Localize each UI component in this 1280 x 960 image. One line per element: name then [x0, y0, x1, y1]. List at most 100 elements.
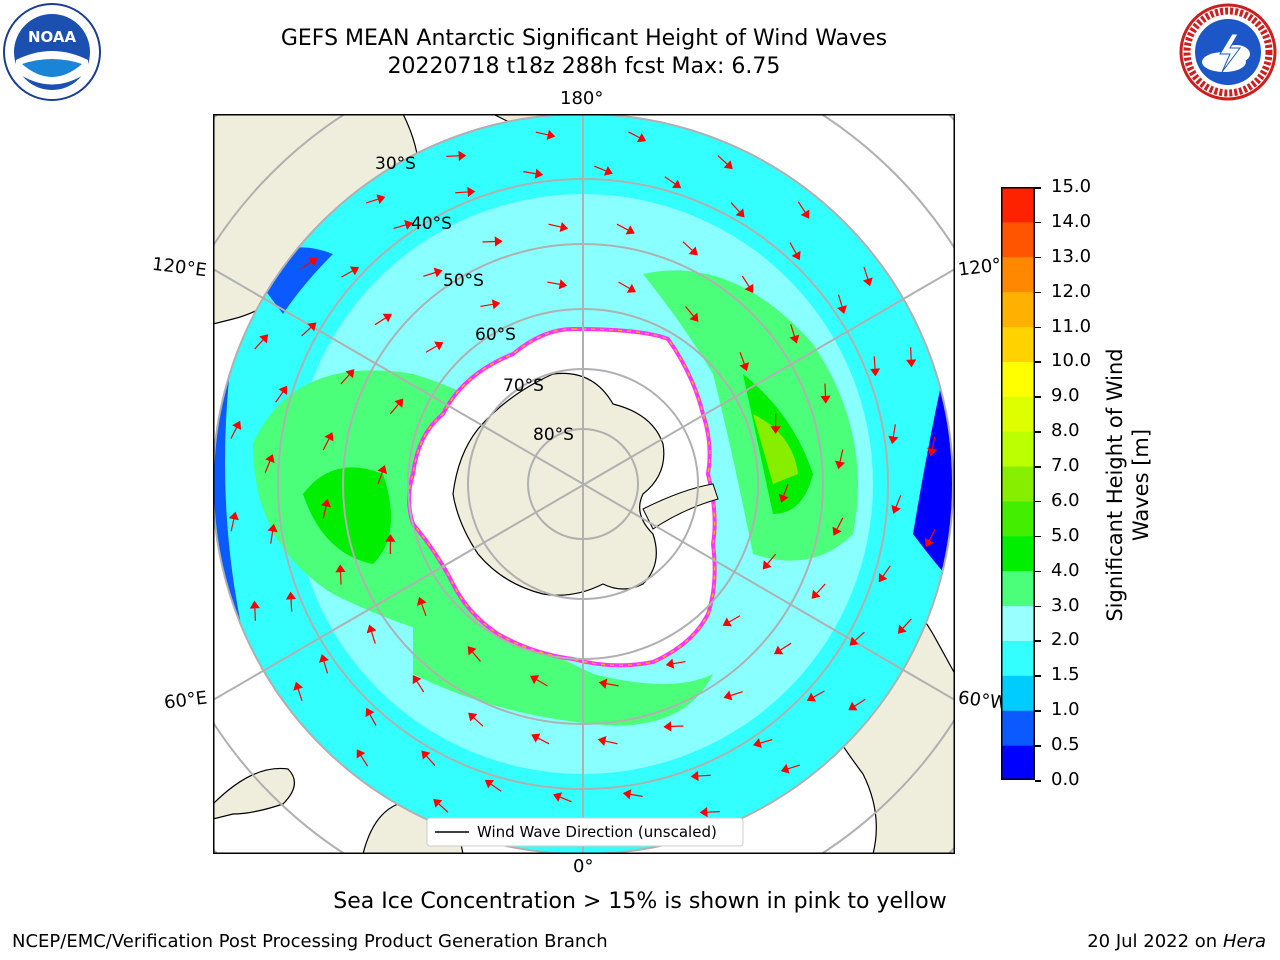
wave-arrow-head: [878, 572, 888, 583]
colorbar-segment: [1001, 187, 1035, 223]
wave-arrow-head: [906, 359, 917, 368]
colorbar-tick-label: 0.0: [1051, 769, 1080, 790]
lat-label-40s: 40°S: [411, 214, 452, 234]
wave-arrow-shaft: [873, 356, 876, 370]
wave-arrow-head: [835, 460, 846, 470]
colorbar-segment: [1001, 535, 1035, 572]
colorbar-tick-label: 7.0: [1051, 455, 1080, 477]
wave-arrow-shaft: [370, 631, 376, 644]
colorbar-title-line1: Significant Height of Wind: [1103, 348, 1127, 622]
colorbar-tick-label: 3.0: [1051, 594, 1080, 616]
wave-arrow-shaft: [369, 713, 377, 726]
colorbar-tick-label: 13.0: [1051, 245, 1092, 267]
colorbar-tick-mark: [1035, 396, 1041, 398]
colorbar-tick-label: 1.0: [1051, 699, 1080, 721]
wave-arrow-head: [293, 681, 304, 691]
wave-arrow-shaft: [300, 261, 313, 270]
colorbar: [1001, 187, 1035, 780]
wave-arrow-head: [366, 624, 377, 634]
wave-arrow-shaft: [323, 660, 329, 674]
wave-arrow-head: [723, 160, 733, 170]
legend-label: Wind Wave Direction (unscaled): [477, 823, 717, 841]
wave-arrow-head: [412, 675, 422, 685]
wave-arrow-head: [433, 798, 443, 808]
colorbar-tick-mark: [1035, 675, 1041, 677]
wave-arrow-head: [663, 721, 672, 732]
colorbar-segment: [1001, 675, 1035, 711]
colorbar-tick-label: 15.0: [1051, 176, 1092, 197]
colorbar-segment: [1001, 605, 1035, 641]
colorbar-tick-mark: [1035, 500, 1041, 503]
colorbar-segment: [1001, 256, 1035, 293]
wave-arrow-head: [723, 690, 733, 701]
wave-arrow-shaft: [730, 202, 741, 213]
wave-arrow-shaft: [254, 607, 256, 621]
wave-arrow-shaft: [664, 176, 676, 185]
wave-arrow-shaft: [766, 553, 777, 565]
wave-arrow-head: [770, 426, 781, 434]
wave-arrow-head: [558, 279, 568, 290]
lat-label-50s: 50°S: [443, 271, 484, 291]
chart-title: GEFS MEAN Antarctic Significant Height o…: [280, 26, 888, 51]
colorbar-tick-mark: [1035, 780, 1041, 782]
wave-arrow-head: [891, 504, 901, 514]
colorbar-tick-mark: [1035, 570, 1041, 573]
colorbar-title-line2: Waves [m]: [1129, 428, 1153, 542]
wave-arrow-shaft: [374, 317, 387, 326]
nws-logo: [1179, 3, 1277, 101]
colorbar-tick-mark: [1035, 745, 1041, 747]
wave-arrow-head: [735, 208, 745, 218]
wave-arrow-head: [637, 133, 647, 143]
wave-arrow-shaft: [618, 281, 631, 290]
wave-arrow-shaft: [230, 518, 235, 532]
wave-arrow-shaft: [523, 171, 537, 175]
colorbar-tick-label: 10.0: [1051, 350, 1092, 372]
wave-arrow-head: [546, 129, 556, 140]
colorbar-tick-mark: [1035, 605, 1041, 608]
wave-arrow-head: [416, 596, 427, 606]
wave-arrow-shaft: [863, 266, 869, 280]
lat-label-30s: 30°S: [375, 154, 416, 174]
wave-arrow-head: [598, 678, 608, 689]
wave-arrow-head: [491, 299, 501, 310]
polar-map: 30°S 40°S 50°S 60°S 70°S 80°S Wind Wave …: [213, 114, 955, 854]
footer-machine: Hera: [1222, 931, 1266, 952]
wave-arrow-shaft: [537, 737, 550, 745]
wave-arrow-head: [739, 362, 750, 372]
wave-arrow-head: [762, 560, 772, 570]
wave-arrow-shaft: [812, 690, 825, 698]
wave-arrow-head: [820, 395, 831, 404]
colorbar-tick-label: 4.0: [1051, 559, 1080, 581]
lon-label-120w: 120°W: [956, 254, 1004, 281]
colorbar-tick-mark: [1035, 256, 1041, 259]
wave-arrow-head: [467, 646, 477, 656]
wave-arrow-shaft: [682, 241, 694, 252]
wave-arrow-shaft: [605, 683, 619, 687]
wave-arrow-shaft: [535, 131, 549, 136]
wave-arrow-shaft: [535, 678, 548, 687]
wave-arrow-shaft: [928, 529, 936, 542]
wave-arrow-head: [484, 779, 495, 789]
lon-label-120e: 120°E: [150, 253, 208, 282]
wave-arrow-head: [404, 220, 413, 230]
lat-label-60s: 60°S: [475, 325, 516, 345]
wave-arrow-shaft: [548, 223, 562, 228]
footer-date-text: 20 Jul 2022 on: [1087, 931, 1223, 952]
wave-arrow-head: [385, 534, 396, 542]
noaa-logo: NOAA: [3, 3, 101, 101]
wave-arrow-head: [837, 305, 847, 314]
wave-arrow-head: [597, 736, 607, 747]
wave-arrow-shaft: [425, 755, 436, 766]
wave-arrow-head: [832, 526, 842, 536]
wave-arrow-head: [232, 420, 242, 430]
wave-arrow-shaft: [446, 155, 460, 157]
wave-arrow-shaft: [815, 583, 826, 595]
wave-arrow-head: [603, 166, 613, 176]
wave-arrow-head: [468, 712, 478, 722]
colorbar-segment: [1001, 570, 1035, 607]
wave-arrow-head: [690, 770, 699, 782]
wave-arrow-shaft: [892, 424, 896, 438]
colorbar-tick-mark: [1035, 221, 1041, 224]
wave-arrow-shaft: [423, 271, 436, 277]
colorbar-segment: [1001, 221, 1035, 258]
